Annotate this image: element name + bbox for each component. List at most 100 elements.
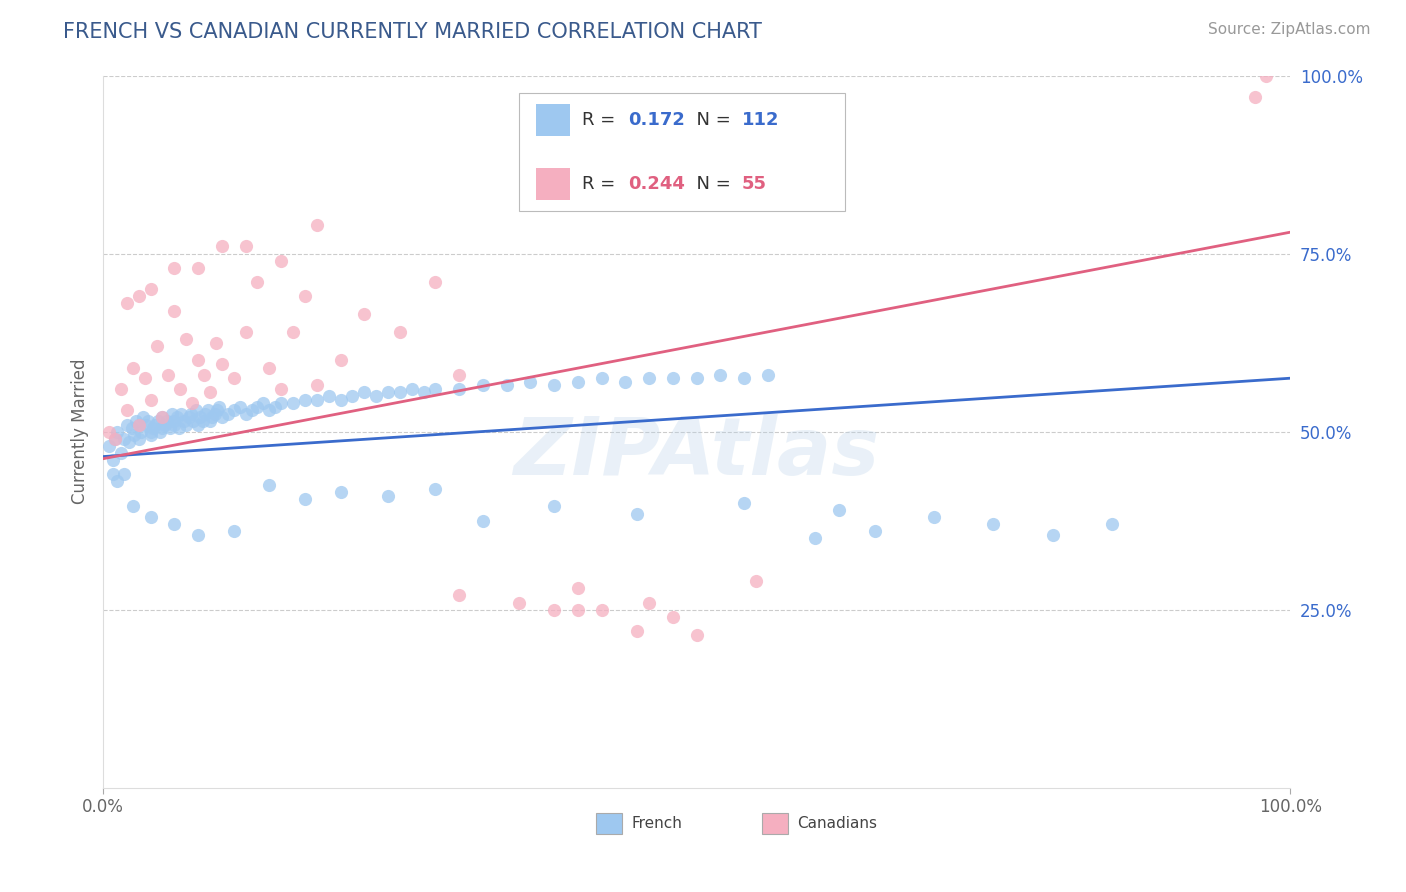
- Point: [804, 532, 827, 546]
- Point: [110, 446, 132, 460]
- Point: [146, 414, 169, 428]
- Text: Source: ZipAtlas.com: Source: ZipAtlas.com: [1208, 22, 1371, 37]
- Point: [662, 371, 685, 385]
- FancyBboxPatch shape: [537, 168, 569, 200]
- Point: [201, 410, 224, 425]
- Point: [342, 389, 364, 403]
- Point: [264, 400, 287, 414]
- Point: [173, 414, 195, 428]
- Point: [157, 368, 180, 382]
- FancyBboxPatch shape: [537, 104, 569, 136]
- Point: [211, 239, 233, 253]
- Point: [104, 432, 127, 446]
- Point: [187, 353, 209, 368]
- Point: [139, 282, 162, 296]
- Point: [143, 417, 166, 432]
- Point: [591, 603, 613, 617]
- Point: [187, 417, 209, 432]
- Point: [638, 371, 661, 385]
- Text: N =: N =: [685, 111, 737, 129]
- Point: [222, 371, 245, 385]
- Point: [1101, 517, 1123, 532]
- Y-axis label: Currently Married: Currently Married: [72, 359, 89, 504]
- Point: [105, 425, 128, 439]
- Point: [222, 403, 245, 417]
- Point: [353, 307, 375, 321]
- Text: R =: R =: [582, 175, 620, 194]
- Point: [614, 375, 637, 389]
- Point: [128, 417, 150, 432]
- Point: [163, 517, 186, 532]
- Point: [174, 417, 197, 432]
- Point: [163, 260, 186, 275]
- Point: [270, 253, 292, 268]
- Point: [191, 414, 214, 428]
- Point: [294, 492, 316, 507]
- Point: [1042, 528, 1064, 542]
- Point: [194, 407, 217, 421]
- Point: [163, 417, 186, 432]
- Point: [733, 496, 755, 510]
- Point: [366, 389, 388, 403]
- FancyBboxPatch shape: [519, 94, 845, 211]
- Point: [163, 303, 186, 318]
- Point: [281, 396, 304, 410]
- Point: [259, 478, 281, 492]
- Point: [377, 489, 399, 503]
- Point: [125, 414, 148, 428]
- Point: [197, 403, 219, 417]
- Point: [180, 407, 202, 421]
- Point: [115, 296, 138, 310]
- Point: [174, 332, 197, 346]
- Point: [98, 425, 121, 439]
- Point: [139, 392, 162, 407]
- Point: [156, 414, 179, 428]
- Point: [198, 385, 221, 400]
- Point: [401, 382, 423, 396]
- Point: [228, 400, 250, 414]
- Point: [105, 475, 128, 489]
- Point: [235, 239, 257, 253]
- Point: [135, 417, 157, 432]
- Point: [169, 382, 191, 396]
- Point: [353, 385, 375, 400]
- Point: [190, 410, 212, 425]
- Point: [115, 403, 138, 417]
- Point: [270, 396, 292, 410]
- Point: [187, 260, 209, 275]
- Point: [205, 335, 228, 350]
- Point: [181, 396, 204, 410]
- Point: [101, 467, 124, 482]
- Point: [472, 514, 495, 528]
- Point: [211, 410, 233, 425]
- Point: [152, 410, 174, 425]
- Text: 0.172: 0.172: [628, 111, 685, 129]
- Point: [567, 375, 589, 389]
- Point: [259, 360, 281, 375]
- Point: [166, 410, 188, 425]
- Point: [104, 432, 127, 446]
- Point: [543, 378, 565, 392]
- Point: [270, 382, 292, 396]
- Point: [318, 389, 340, 403]
- FancyBboxPatch shape: [762, 813, 787, 834]
- Point: [114, 432, 136, 446]
- Point: [121, 360, 143, 375]
- Point: [259, 403, 281, 417]
- Point: [472, 378, 495, 392]
- Point: [128, 417, 150, 432]
- Point: [626, 624, 648, 638]
- Text: 55: 55: [742, 175, 766, 194]
- Point: [377, 385, 399, 400]
- Point: [121, 500, 143, 514]
- Point: [208, 400, 231, 414]
- Point: [425, 275, 447, 289]
- Point: [828, 503, 851, 517]
- Point: [163, 414, 186, 428]
- Point: [152, 421, 174, 435]
- Point: [388, 385, 411, 400]
- Point: [211, 357, 233, 371]
- Text: R =: R =: [582, 111, 620, 129]
- Point: [449, 382, 471, 396]
- Point: [235, 325, 257, 339]
